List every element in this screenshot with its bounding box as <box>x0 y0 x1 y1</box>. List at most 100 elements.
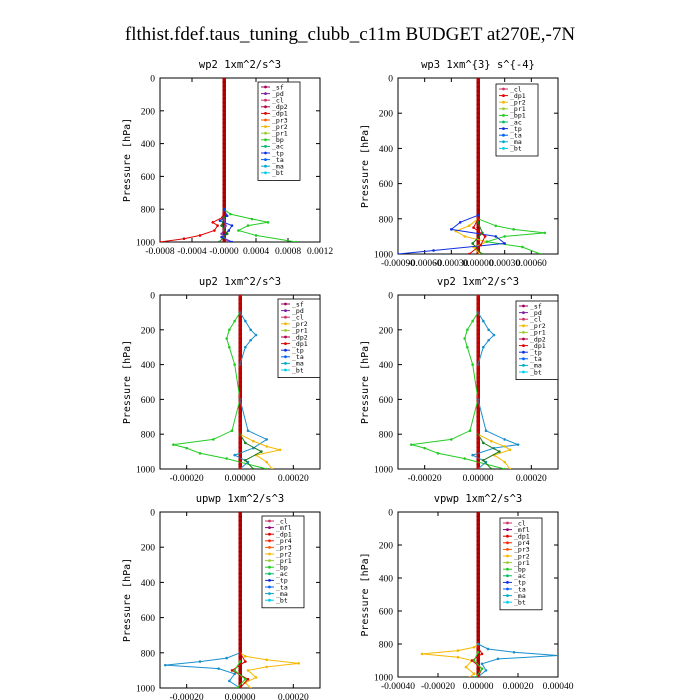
series-dp1-point <box>471 319 474 323</box>
zero-profile-marker <box>476 512 480 514</box>
zero-profile-marker <box>476 199 480 203</box>
legend-marker <box>502 133 505 137</box>
series-ac-point <box>485 240 489 243</box>
series-dp1-point <box>468 429 472 433</box>
legend-entry: _ac <box>514 572 526 580</box>
legend-entry: _ta <box>276 583 288 591</box>
zero-profile-marker <box>476 78 480 80</box>
legend-entry: _pr2 <box>514 552 530 560</box>
series-pr1-point <box>482 441 485 445</box>
legend-entry: _bp <box>272 136 284 144</box>
series-pr2-point <box>508 448 512 452</box>
series-tp-point <box>486 647 490 651</box>
legend: _cl_mfl_dp1_pr4_pr3_pr2_pr1_bp_ac_tp_ta_… <box>261 515 305 609</box>
series-dp1-point <box>476 217 480 221</box>
y-tick-label: 400 <box>141 140 156 150</box>
zero-profile-marker <box>476 120 480 124</box>
series-tp-point <box>220 235 223 239</box>
y-tick-label: 200 <box>379 542 394 552</box>
series-tp-point <box>476 642 480 646</box>
series-pr2-point <box>464 665 468 669</box>
series-pr1-point <box>481 231 484 235</box>
zero-profile-marker <box>476 638 480 642</box>
legend-entry: _ma <box>514 592 526 600</box>
plot-area <box>164 512 300 688</box>
series-dp1-point <box>233 319 236 323</box>
series-dp1-point <box>225 457 228 460</box>
legend-entry: _ac <box>272 143 284 151</box>
legend-marker <box>506 521 509 525</box>
zero-profile-marker <box>222 178 226 183</box>
series-ac-line <box>477 218 545 254</box>
y-tick-label: 0 <box>388 292 393 302</box>
zero-profile-marker <box>238 629 242 633</box>
series-dp1-point <box>228 328 231 332</box>
x-tick-label: 0.0012 <box>307 247 333 257</box>
zero-profile-marker <box>222 162 226 166</box>
zero-profile-marker <box>238 545 242 549</box>
chart-panel-1: wp2 1xm^2/s^3 Pressure [hPa] 0 200 400 600 800… <box>122 59 333 257</box>
x-tick-label: 0.00020 <box>516 474 547 484</box>
zero-profile-marker <box>222 125 226 129</box>
series-dp1-point <box>228 345 231 349</box>
series-bp-point <box>220 232 223 236</box>
zero-profile-marker <box>222 113 226 117</box>
legend-marker <box>502 147 505 150</box>
series-dp1-point <box>185 446 188 450</box>
legend-entry: _pr2 <box>272 123 288 131</box>
legend-marker <box>502 94 505 97</box>
x-tick-label: 0.00000 <box>225 693 256 700</box>
zero-profile-marker <box>476 124 480 128</box>
zero-profile-marker <box>476 535 480 539</box>
zero-profile-marker <box>476 168 480 172</box>
series-ac-point <box>543 231 546 235</box>
series-ac-point <box>494 224 498 228</box>
legend-entry: _bp1 <box>510 112 526 120</box>
series-tp-point <box>516 443 520 446</box>
series-dp1-point <box>483 235 487 238</box>
chart-panel-3: up2 1xm^2/s^3 Pressure [hPa] 0 200 400 600 800… <box>122 276 321 484</box>
series-dp2-point <box>476 295 480 297</box>
series-dp1-point <box>466 345 469 349</box>
series-bp-line <box>221 217 229 242</box>
series-tp-point <box>482 319 485 323</box>
series-tp-point <box>230 240 234 242</box>
chart-title: vpwp 1xm^2/s^3 <box>434 493 523 505</box>
legend-marker <box>284 322 287 326</box>
zero-profile-marker <box>476 605 480 609</box>
series-tp-point <box>227 229 231 232</box>
y-tick-label: 200 <box>141 326 156 336</box>
zero-profile-marker <box>222 117 226 121</box>
legend-marker <box>284 315 287 319</box>
legend-entry: _ma <box>272 163 284 171</box>
legend-entry: _pr1 <box>292 327 308 335</box>
chart-panel-2: wp3 1xm^{3} s^{-4} Pressure [hPa] 0 200 400 6… <box>360 59 559 269</box>
legend-marker <box>264 105 267 109</box>
legend-marker <box>506 541 509 545</box>
zero-profile-marker <box>476 514 480 518</box>
series-tp-point <box>233 672 236 676</box>
zero-profile-marker <box>238 585 242 589</box>
series-tp-point <box>503 242 506 245</box>
zero-profile-marker <box>238 616 242 620</box>
legend-marker <box>506 548 509 551</box>
legend: _sf_pd_cl_pr2_pr1_dp2_dp1_tp_ta_ma_bt <box>515 300 559 380</box>
x-tick-label: 0.00020 <box>503 682 534 692</box>
legend-marker <box>268 546 271 549</box>
series-pr2-point <box>420 652 424 656</box>
zero-profile-marker <box>238 558 242 563</box>
zero-profile-marker <box>238 655 242 659</box>
zero-profile-marker <box>476 634 480 638</box>
legend-marker <box>268 552 271 556</box>
zero-profile-marker <box>476 164 480 168</box>
zero-profile-marker <box>476 94 480 98</box>
y-tick-label: 800 <box>141 649 156 659</box>
series-pr1-point <box>471 242 474 245</box>
zero-profile-marker <box>476 592 480 597</box>
legend-entry: _sf <box>292 300 304 308</box>
plot-area <box>420 512 558 677</box>
y-tick-label: 800 <box>141 206 156 216</box>
zero-profile-marker <box>222 142 226 146</box>
zero-profile-marker <box>222 166 226 170</box>
plot-area <box>410 295 520 469</box>
